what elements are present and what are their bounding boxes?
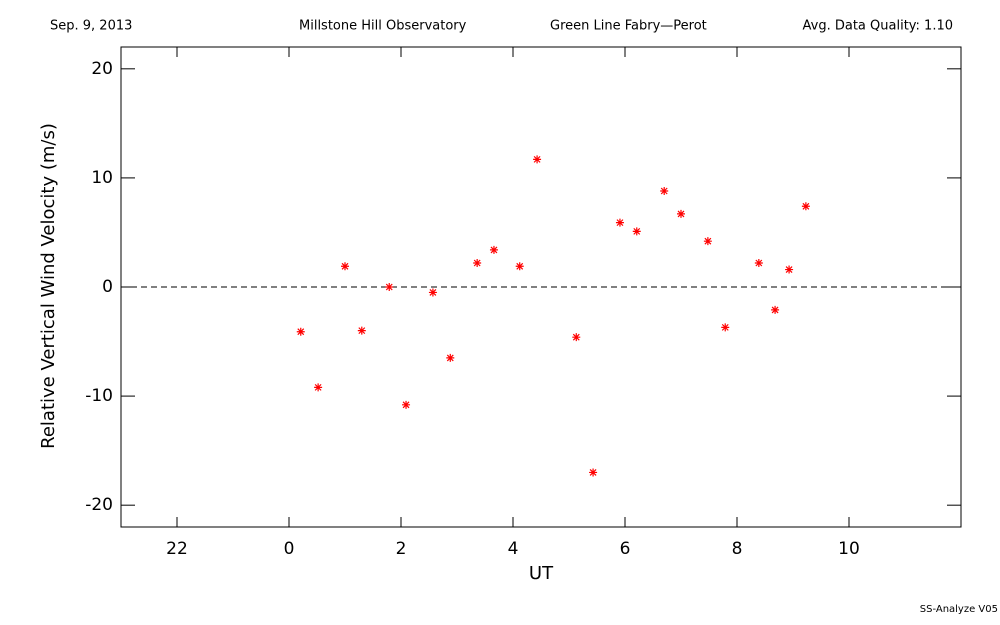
y-tick-label: -20 [85, 495, 113, 515]
x-tick-label: 10 [838, 539, 860, 559]
data-point [446, 353, 455, 362]
y-tick-label: 10 [91, 168, 113, 188]
x-tick-label: 2 [396, 539, 407, 559]
data-point [489, 245, 498, 254]
data-point [357, 326, 366, 335]
observatory: Millstone Hill Observatory [299, 19, 467, 34]
instrument: Green Line Fabry—Perot [550, 19, 707, 34]
data-point [785, 265, 794, 274]
x-tick-label: 0 [284, 539, 295, 559]
footer: SS-Analyze V05 [920, 604, 998, 615]
data-point [402, 400, 411, 409]
data-point [721, 323, 730, 332]
data-point [533, 155, 542, 164]
x-tick-label: 8 [732, 539, 743, 559]
x-axis-label: UT [529, 563, 554, 584]
y-tick-label: -10 [85, 386, 113, 406]
x-tick-label: 22 [166, 539, 188, 559]
quality: Avg. Data Quality: 1.10 [803, 19, 953, 34]
date: Sep. 9, 2013 [50, 19, 132, 34]
x-tick-label: 6 [620, 539, 631, 559]
data-point [632, 227, 641, 236]
data-point [660, 187, 669, 195]
data-point [801, 202, 810, 211]
data-point [703, 237, 712, 246]
data-point [771, 305, 780, 314]
data-point [341, 262, 349, 271]
data-point [589, 468, 598, 477]
data-point [677, 209, 685, 218]
y-tick-label: 0 [102, 277, 113, 297]
y-tick-label: 20 [91, 59, 113, 79]
data-point [473, 259, 482, 267]
data-point [428, 288, 437, 297]
data-point [314, 383, 323, 392]
data-point [615, 218, 624, 227]
y-axis-label: Relative Vertical Wind Velocity (m/s) [38, 123, 59, 449]
data-point [754, 259, 763, 267]
x-tick-label: 4 [508, 539, 519, 559]
data-point [515, 262, 524, 271]
data-point [572, 333, 581, 342]
data-point [296, 327, 305, 336]
data-point [385, 283, 394, 291]
